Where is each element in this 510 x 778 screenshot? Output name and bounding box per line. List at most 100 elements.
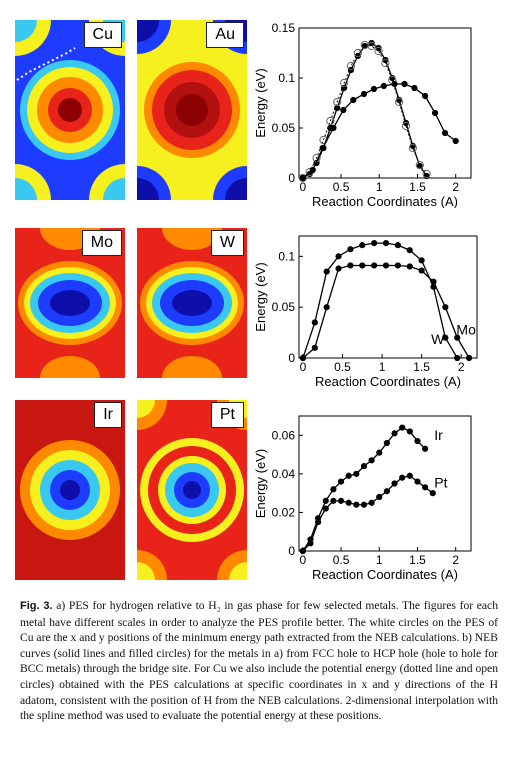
x-tick-label: 0.5 (334, 360, 351, 374)
y-axis-label: Energy (eV) (253, 68, 268, 137)
data-point (311, 319, 318, 326)
data-point (383, 488, 391, 495)
data-point (376, 449, 383, 456)
metal-label-au: Au (206, 22, 244, 48)
data-point (422, 484, 429, 491)
data-point (382, 262, 390, 269)
series-line (302, 426, 426, 552)
data-point (345, 499, 352, 506)
data-point (414, 437, 421, 445)
y-axis-label: Energy (eV) (253, 449, 268, 518)
data-point (371, 262, 378, 269)
y-tick-label: 0 (288, 171, 295, 185)
data-point (330, 497, 337, 504)
data-point (431, 109, 439, 117)
x-tick-label: 0 (299, 180, 306, 194)
series-line (302, 83, 457, 179)
data-point (442, 334, 449, 341)
y-tick-label: 0 (288, 351, 295, 365)
data-point (414, 478, 421, 485)
pes-map-cu (15, 20, 125, 200)
pes-panel-w: W (137, 228, 247, 408)
y-tick-label: 0 (288, 544, 295, 558)
x-tick-label: 0 (299, 553, 306, 567)
data-point (359, 242, 366, 249)
x-tick-label: 2 (452, 553, 459, 567)
data-point (422, 169, 431, 179)
data-point (422, 445, 429, 452)
series-line (302, 44, 428, 179)
data-point (454, 354, 461, 362)
figure-caption: Fig. 3. a) PES for hydrogen relative to … (20, 598, 498, 724)
y-tick-label: 0.1 (278, 71, 295, 85)
data-point (347, 246, 354, 253)
y-tick-label: 0.04 (272, 467, 296, 481)
data-point (408, 143, 418, 153)
data-point (406, 247, 413, 254)
data-point (376, 493, 383, 501)
figure-number: Fig. 3. (20, 600, 53, 612)
neb-plot-mo-w: 0 0.5 1 1.5 2 0 0.05 0.1 Reaction Coordinates (A… (253, 235, 478, 389)
metal-label-pt: Pt (210, 402, 244, 428)
data-point (391, 480, 398, 487)
data-point (299, 174, 306, 182)
data-point (323, 304, 330, 311)
data-point (406, 263, 413, 270)
y-tick-label: 0.05 (272, 121, 296, 135)
pes-map-au (137, 20, 247, 200)
pes-panel-cu: Cu (15, 20, 125, 200)
data-point (350, 96, 357, 104)
plot-frame (298, 235, 478, 359)
data-point (299, 547, 306, 555)
data-point (399, 474, 406, 481)
data-point (334, 104, 341, 112)
data-point (353, 48, 362, 58)
data-point (326, 116, 335, 126)
plot-frame (298, 27, 472, 179)
data-point (368, 457, 375, 464)
data-point (335, 265, 342, 272)
data-point (418, 257, 425, 264)
x-tick-label: 1.5 (413, 360, 430, 374)
data-point (307, 540, 314, 547)
data-point (383, 439, 391, 447)
data-point (340, 78, 349, 88)
data-point (353, 470, 360, 477)
data-point (430, 278, 437, 285)
metal-label-ir: Ir (94, 402, 122, 428)
data-point (315, 518, 322, 526)
x-tick-label: 2 (458, 360, 465, 374)
x-tick-label: 1 (376, 553, 383, 567)
data-point (452, 137, 459, 145)
data-point (340, 106, 347, 114)
series-annotation: Ir (434, 427, 443, 443)
series-annotation: Mo (456, 322, 476, 338)
data-point (441, 129, 449, 137)
mep-dotted-path (16, 47, 76, 81)
data-point (371, 240, 378, 247)
data-point (319, 144, 326, 152)
y-tick-label: 0.15 (272, 21, 296, 35)
data-point (395, 97, 404, 107)
data-point (335, 253, 342, 260)
series-line (302, 475, 434, 552)
x-tick-label: 0.5 (333, 180, 350, 194)
data-point (418, 267, 425, 274)
neb-plot-cu-au: 0 0.5 1 1.5 2 0 0.05 0.1 0.15 Reaction Coordinate… (253, 21, 472, 208)
data-point (442, 304, 449, 311)
data-point (381, 58, 390, 68)
data-point (382, 240, 390, 247)
data-point (391, 430, 398, 437)
data-point (359, 262, 366, 269)
pes-panel-mo: Mo (15, 228, 125, 408)
series-annotation: Pt (434, 474, 447, 490)
data-point (411, 84, 418, 92)
data-point (368, 499, 375, 506)
data-point (333, 97, 342, 107)
data-point (309, 166, 316, 174)
data-point (394, 262, 401, 269)
data-point (465, 354, 473, 362)
y-tick-label: 0.02 (272, 505, 296, 519)
x-axis-label: Reaction Coordinates (A) (312, 194, 458, 208)
data-point (360, 90, 368, 98)
